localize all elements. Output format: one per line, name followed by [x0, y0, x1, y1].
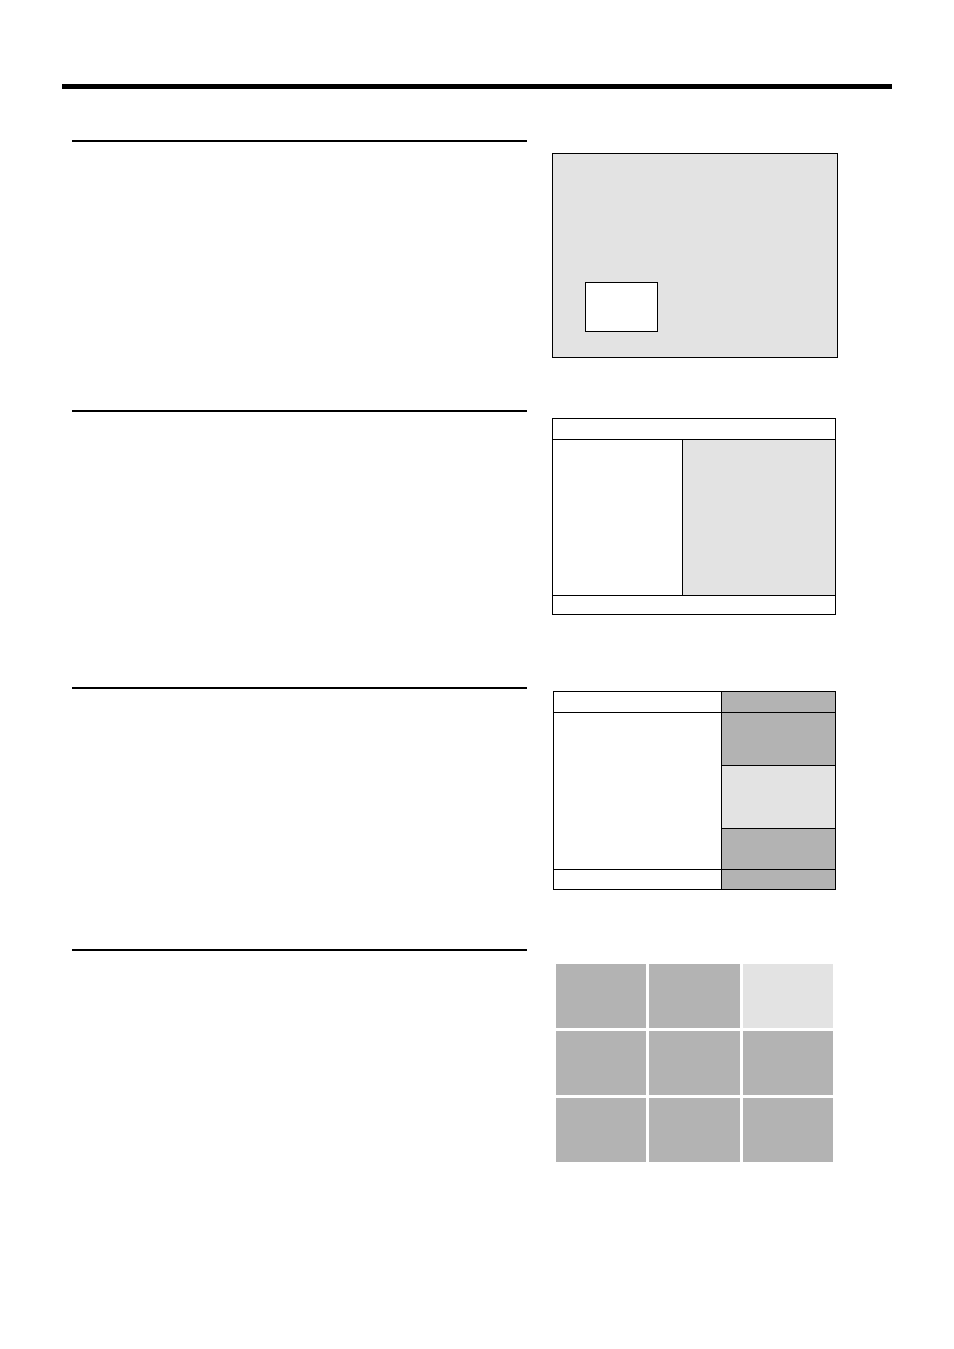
- table-row: [554, 692, 722, 713]
- section-divider-4: [72, 949, 527, 951]
- table-cell-left: [553, 440, 683, 596]
- grid-cell: [741, 1030, 834, 1097]
- section-divider-2: [72, 410, 527, 412]
- page-divider: [62, 84, 892, 89]
- grid-cell: [555, 1030, 648, 1097]
- table-shaded: [553, 691, 836, 890]
- grid-cell: [648, 1030, 741, 1097]
- table-row: [722, 713, 836, 766]
- table-row: [554, 713, 722, 870]
- table-header: [553, 419, 836, 440]
- table-row: [554, 870, 722, 890]
- grid-cell: [648, 963, 741, 1030]
- table-row: [722, 692, 836, 713]
- table-row: [722, 870, 836, 890]
- grid-cell: [555, 1097, 648, 1164]
- table-row: [722, 829, 836, 870]
- grid-cell: [741, 1097, 834, 1164]
- table-cell-right: [682, 440, 835, 596]
- table-footer: [553, 596, 836, 615]
- page: [0, 0, 954, 1349]
- callout-inner-box: [585, 282, 658, 332]
- grid-3x3: [553, 961, 836, 1165]
- section-divider-3: [72, 687, 527, 689]
- table-two-column: [552, 418, 836, 615]
- grid-cell: [555, 963, 648, 1030]
- grid-cell: [648, 1097, 741, 1164]
- table-row: [722, 766, 836, 829]
- section-divider-1: [72, 140, 527, 142]
- callout-box: [552, 153, 838, 358]
- grid-cell: [741, 963, 834, 1030]
